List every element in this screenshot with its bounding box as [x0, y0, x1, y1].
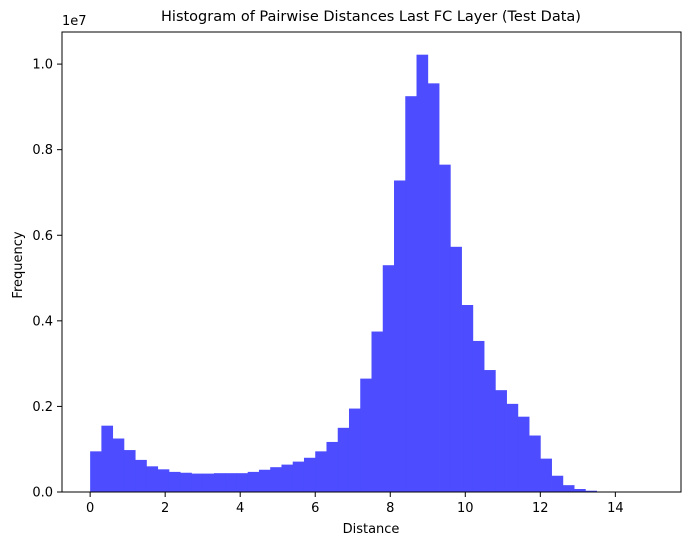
- histogram-bar: [157, 469, 170, 492]
- histogram-bar: [146, 466, 159, 492]
- y-tick-label: 0.2: [32, 400, 53, 415]
- histogram-bar: [180, 472, 192, 492]
- histogram-bar: [562, 485, 575, 492]
- histogram-bar: [405, 96, 417, 493]
- histogram-bar: [416, 54, 429, 492]
- histogram-bar: [427, 83, 440, 492]
- histogram-bar: [540, 458, 552, 492]
- histogram-bar: [315, 451, 327, 492]
- histogram-bar: [472, 340, 485, 492]
- x-tick-label: 6: [311, 501, 319, 516]
- histogram-bar: [258, 469, 271, 492]
- histogram-bar: [292, 461, 305, 492]
- y-tick-label: 1.0: [32, 58, 53, 73]
- bars-group: [90, 54, 654, 493]
- histogram-bar: [90, 451, 102, 492]
- chart-title: Histogram of Pairwise Distances Last FC …: [161, 9, 581, 25]
- x-tick-label: 8: [386, 501, 394, 516]
- histogram-bar: [585, 490, 597, 492]
- histogram-bar: [382, 265, 395, 492]
- histogram-bar: [213, 473, 226, 492]
- x-tick-label: 10: [457, 501, 474, 516]
- histogram-bar: [270, 467, 282, 492]
- histogram-bar: [326, 441, 339, 492]
- histogram-bar: [168, 471, 181, 492]
- histogram-bar: [191, 473, 204, 492]
- histogram-bar: [551, 475, 564, 492]
- x-tick-label: 14: [607, 501, 624, 516]
- histogram-bar: [461, 305, 474, 492]
- histogram-bar: [225, 473, 237, 492]
- histogram-bar: [517, 416, 530, 492]
- y-axis-offset-label: 1e7: [62, 14, 87, 29]
- histogram-bar: [123, 450, 136, 492]
- histogram-bar: [371, 331, 384, 492]
- x-tick-label: 2: [161, 501, 169, 516]
- x-tick-label: 4: [236, 501, 244, 516]
- histogram-bar: [450, 246, 462, 492]
- x-tick-label: 12: [532, 501, 549, 516]
- histogram-bar: [574, 489, 586, 492]
- histogram-bar: [484, 370, 496, 492]
- histogram-bar: [337, 427, 350, 492]
- y-axis-ticks: 0.0 0.2 0.4 0.6 0.8 1.0: [32, 58, 62, 501]
- histogram-bar: [303, 457, 316, 492]
- x-axis-label: Distance: [343, 522, 400, 537]
- histogram-bar: [247, 471, 260, 492]
- histogram-bar: [495, 390, 507, 492]
- histogram-bar: [506, 403, 519, 492]
- y-axis-label: Frequency: [11, 231, 26, 298]
- x-axis-ticks: 0 2 4 6 8 10 12 14: [86, 492, 624, 516]
- y-tick-label: 0.4: [32, 314, 53, 329]
- histogram-bar: [112, 438, 125, 492]
- histogram-bar: [394, 180, 406, 493]
- histogram-bar: [281, 464, 294, 492]
- histogram-bar: [101, 425, 114, 492]
- x-tick-label: 0: [86, 501, 94, 516]
- histogram-bar: [135, 459, 147, 492]
- histogram-bar: [439, 164, 451, 492]
- histogram-bar: [236, 473, 249, 492]
- histogram-bar: [529, 435, 541, 492]
- plot-frame: [61, 31, 682, 493]
- y-tick-label: 0.0: [32, 486, 53, 501]
- histogram-bar: [348, 408, 361, 492]
- histogram-bar: [360, 378, 372, 492]
- y-tick-label: 0.8: [32, 143, 53, 158]
- y-tick-label: 0.6: [32, 229, 53, 244]
- histogram-bar: [202, 473, 215, 492]
